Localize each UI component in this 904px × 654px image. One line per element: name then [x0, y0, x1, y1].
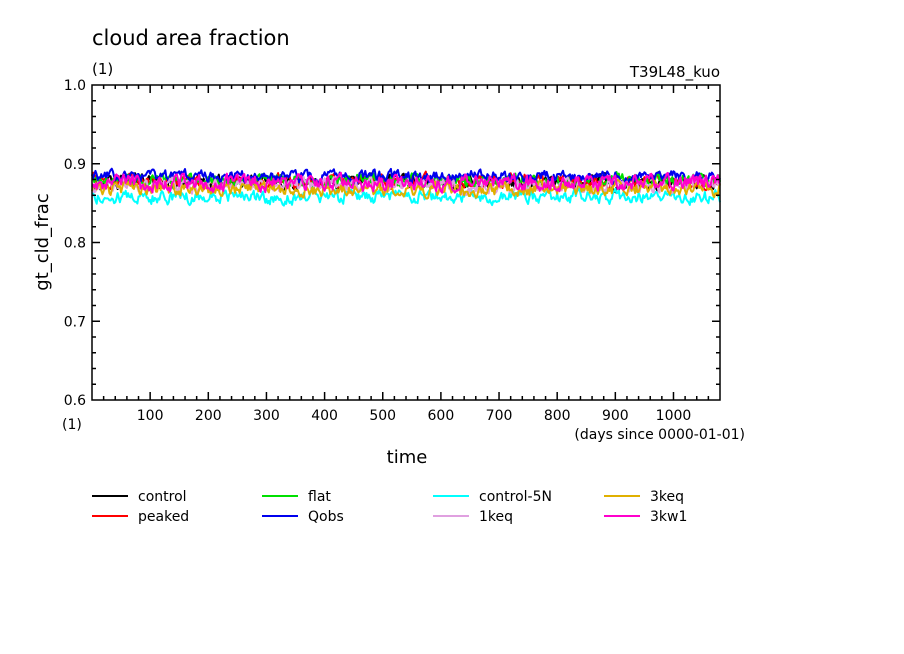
y-tick-label: 0.7	[64, 314, 86, 330]
x-axis-label: time	[387, 447, 428, 468]
y-tick-label: 1.0	[64, 78, 86, 94]
x-tick-label: 100	[137, 408, 164, 424]
legend-label-3keq: 3keq	[650, 489, 684, 505]
legend: control peaked flat Qobs control-5N 1keq 3keq 3…	[92, 489, 687, 525]
x-units-label: (days since 0000-01-01)	[574, 427, 745, 443]
x-tick-label: 400	[311, 408, 338, 424]
x-tick-label: 900	[602, 408, 629, 424]
plot-frame	[91, 84, 721, 401]
series-line-qobs	[91, 167, 721, 186]
axis-tick-labels: 100 200 300 400 500 600 700 800 900 1000 0.6 0.7 0.8…	[64, 78, 692, 424]
x-tick-label: 600	[428, 408, 455, 424]
chart-title: cloud area fraction	[92, 26, 290, 50]
legend-label-control: control	[138, 489, 187, 505]
x-tick-label: 1000	[656, 408, 692, 424]
y-tick-label: 0.8	[64, 236, 86, 252]
run-label: T39L48_kuo	[629, 63, 720, 82]
legend-label-flat: flat	[308, 489, 331, 505]
series-line-3kw1	[91, 171, 721, 194]
legend-label-control-5n: control-5N	[479, 489, 552, 505]
y-tick-label: 0.6	[64, 393, 86, 409]
title-units: (1)	[92, 60, 113, 78]
x-tick-label: 800	[544, 408, 571, 424]
x-tick-label: 200	[195, 408, 222, 424]
y-tick-label: 0.9	[64, 157, 86, 173]
axis-ticks	[92, 85, 720, 400]
y-units-label: (1)	[62, 417, 82, 433]
x-tick-label: 700	[486, 408, 513, 424]
series-lines	[91, 167, 721, 207]
legend-label-3kw1: 3kw1	[650, 509, 687, 525]
x-tick-label: 500	[369, 408, 396, 424]
y-axis-label: gt_cld_frac	[32, 193, 53, 290]
legend-label-1keq: 1keq	[479, 509, 513, 525]
x-tick-label: 300	[253, 408, 280, 424]
series-line-3keq	[91, 179, 721, 200]
legend-label-qobs: Qobs	[308, 509, 344, 525]
legend-label-peaked: peaked	[138, 509, 189, 525]
